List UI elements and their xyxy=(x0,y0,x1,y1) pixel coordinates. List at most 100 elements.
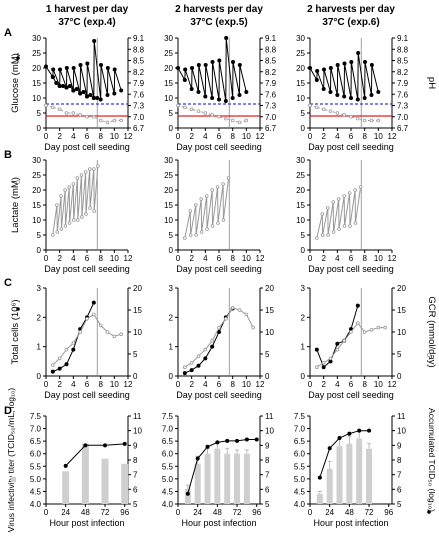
x-tick-label: 0 xyxy=(308,254,313,263)
data-point xyxy=(63,224,68,228)
data-point xyxy=(95,96,100,101)
data-point xyxy=(183,67,188,72)
data-point xyxy=(335,93,340,98)
data-point xyxy=(328,66,333,71)
data-point xyxy=(362,96,367,101)
data-point xyxy=(196,363,201,368)
data-point xyxy=(176,103,180,108)
data-point xyxy=(224,116,228,121)
y-tick-label: 1 xyxy=(301,343,306,352)
y2-tick-label: 9 xyxy=(397,441,402,450)
y2-tick-label: 6 xyxy=(133,485,138,494)
data-point xyxy=(205,227,209,231)
y-tick-label: 5 xyxy=(37,231,42,240)
data-point xyxy=(321,360,326,365)
x-tick-label: 2 xyxy=(57,132,62,141)
data-point xyxy=(376,325,381,330)
y2-tick-label: 15 xyxy=(133,306,142,315)
bar xyxy=(62,471,70,504)
x-tick-label: 6 xyxy=(85,132,90,141)
y2-tick-label: 7.9 xyxy=(397,79,409,88)
data-point xyxy=(67,84,72,89)
data-point xyxy=(328,359,333,364)
data-point xyxy=(230,118,235,123)
data-point xyxy=(51,233,55,237)
data-point xyxy=(189,360,194,365)
x-tick-label: 0 xyxy=(44,508,49,517)
x-tick-label: 72 xyxy=(233,508,242,517)
data-point xyxy=(376,90,381,95)
bar xyxy=(356,438,363,504)
y2-tick-label: 8.2 xyxy=(397,68,409,77)
data-point xyxy=(78,63,83,68)
data-point xyxy=(196,354,201,359)
y2-tick-label: 8 xyxy=(265,456,270,465)
data-point xyxy=(57,107,62,112)
data-point xyxy=(98,97,103,102)
data-point xyxy=(356,51,361,56)
y-tick-label: 5 xyxy=(169,109,174,118)
data-point xyxy=(92,209,96,213)
x-tick-label: 24 xyxy=(61,508,70,517)
y-tick-label: 10 xyxy=(32,94,41,103)
y-tick-label: 20 xyxy=(296,186,305,195)
data-point xyxy=(331,230,336,234)
x-tick-label: 10 xyxy=(242,380,251,389)
y2-tick-label: 7.9 xyxy=(265,79,277,88)
data-point xyxy=(92,312,96,317)
x-axis-label: Hour post infection xyxy=(49,518,124,528)
data-point xyxy=(119,332,123,337)
y2-tick-label: 6 xyxy=(265,485,270,494)
x-axis-label: Day post cell seeding xyxy=(176,264,262,274)
y-tick-label: 30 xyxy=(164,156,173,165)
data-point xyxy=(64,66,69,71)
y2-tick-label: 0 xyxy=(397,372,402,381)
data-point xyxy=(44,64,49,69)
data-point xyxy=(71,218,76,222)
y2-tick-label: 8.2 xyxy=(265,68,277,77)
series-line xyxy=(52,165,99,236)
y2-tick-label: 8.8 xyxy=(265,45,277,54)
data-point xyxy=(320,212,325,216)
data-point xyxy=(85,114,89,119)
x-tick-label: 8 xyxy=(362,380,367,389)
x-tick-label: 10 xyxy=(374,254,383,263)
data-point xyxy=(57,356,62,361)
column-title: 2 harvests per day xyxy=(175,4,263,15)
x-tick-label: 0 xyxy=(308,132,313,141)
data-point xyxy=(83,170,88,174)
series-line xyxy=(45,40,122,100)
column-title: 1 harvest per day xyxy=(46,4,129,15)
data-point xyxy=(79,173,84,177)
x-tick-label: 12 xyxy=(256,380,265,389)
data-point xyxy=(348,224,352,228)
data-point xyxy=(182,78,187,83)
column-temperature: 37°C (exp.6) xyxy=(322,17,379,28)
data-point xyxy=(210,60,215,65)
data-point xyxy=(91,96,96,101)
data-point xyxy=(314,78,319,83)
data-point xyxy=(337,227,341,231)
data-point xyxy=(224,316,228,321)
y-tick-label: 0 xyxy=(169,124,174,133)
data-point xyxy=(55,203,59,207)
data-point xyxy=(183,105,187,110)
y2-axis-label: GCR (mmol/day) xyxy=(426,296,437,367)
y2-tick-label: 8 xyxy=(397,456,402,465)
data-point xyxy=(326,233,330,237)
data-point xyxy=(182,371,187,376)
y-tick-label: 6.0 xyxy=(162,450,174,459)
y-tick-label: 5 xyxy=(301,231,306,240)
data-point xyxy=(235,438,240,443)
data-point xyxy=(71,341,76,345)
y-tick-label: 0 xyxy=(301,124,306,133)
x-tick-label: 24 xyxy=(193,508,202,517)
data-point xyxy=(367,428,372,433)
x-tick-label: 0 xyxy=(176,380,181,389)
y2-tick-label: 8.5 xyxy=(265,57,277,66)
x-tick-label: 24 xyxy=(325,508,334,517)
x-tick-label: 10 xyxy=(242,132,251,141)
